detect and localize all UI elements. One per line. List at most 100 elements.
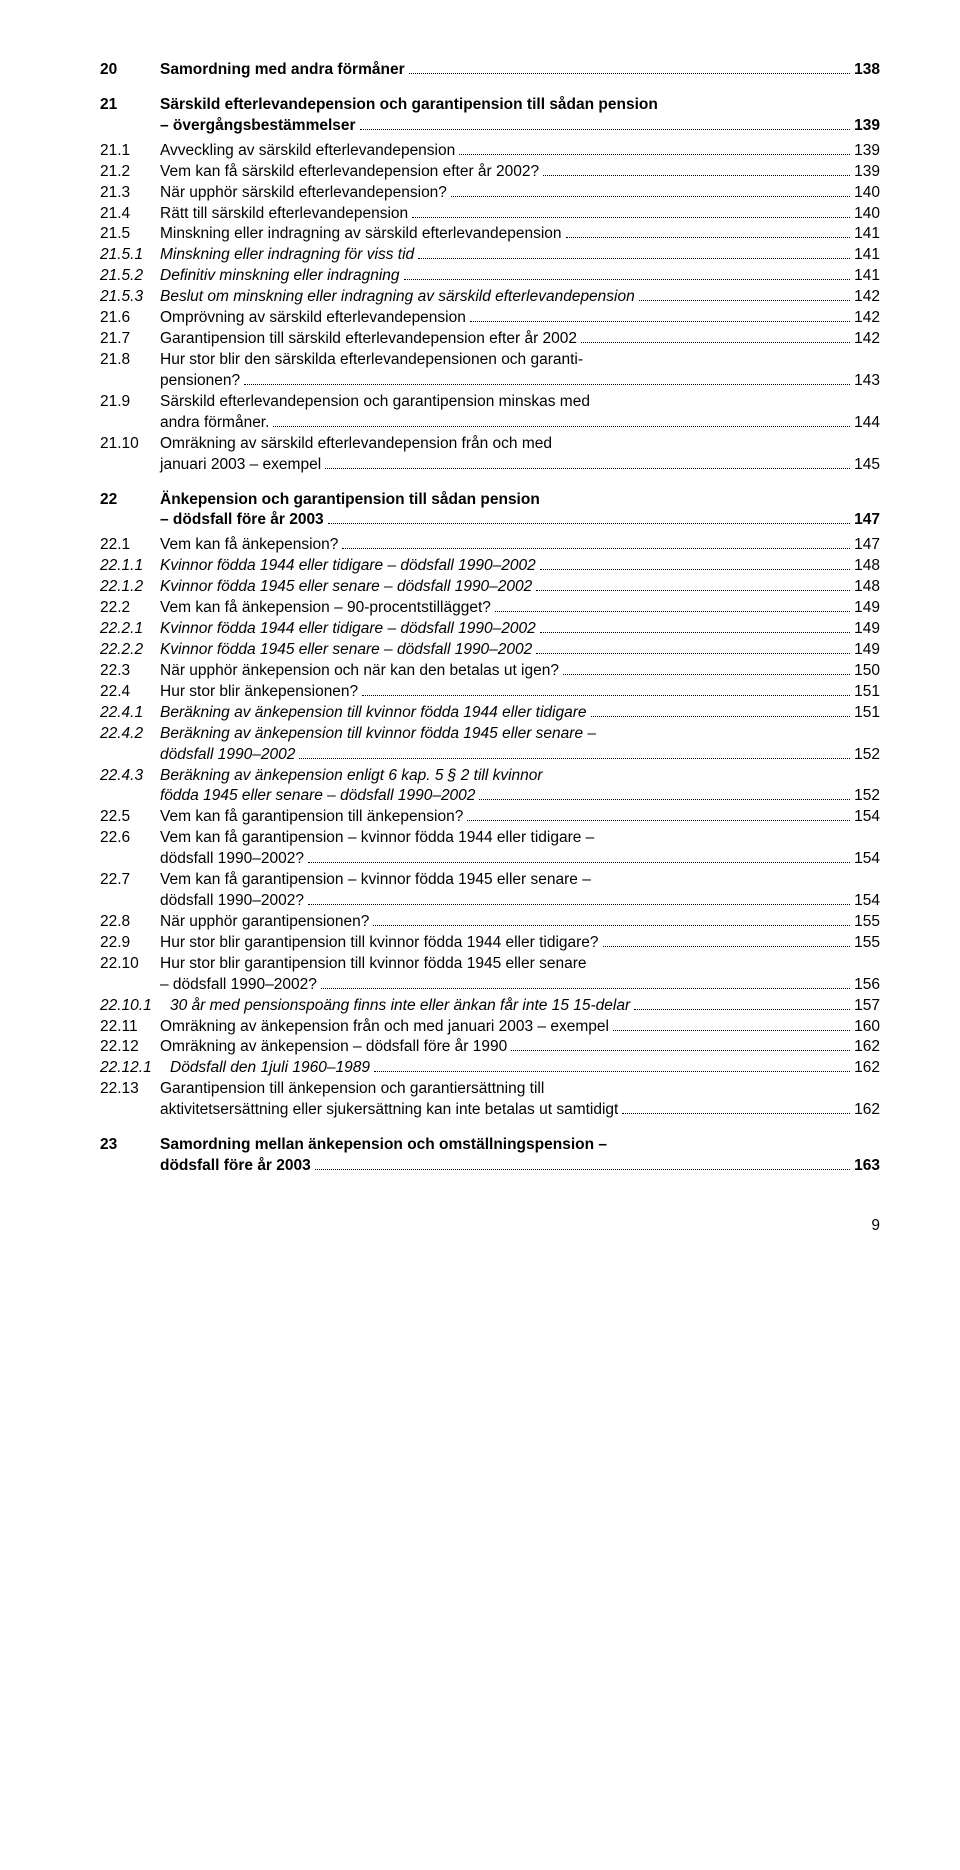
toc-entry-page: 148: [854, 577, 880, 598]
toc-entry: 22Änkepension och garantipension till så…: [100, 490, 880, 511]
toc-entry-number: 20: [100, 60, 160, 81]
toc-entry: 22.3När upphör änkepension och när kan d…: [100, 661, 880, 682]
toc-leader-dots: [374, 1071, 850, 1072]
toc-entry-label: Beslut om minskning eller indragning av …: [160, 287, 635, 308]
toc-leader-dots: [566, 237, 851, 238]
toc-entry-label: Särskild efterlevandepension och garanti…: [160, 392, 590, 413]
toc-entry-number: 22.2.1: [100, 619, 160, 640]
toc-entry: 22.1Vem kan få änkepension?147: [100, 535, 880, 556]
toc-entry-label: Hur stor blir änkepensionen?: [160, 682, 358, 703]
toc-leader-dots: [273, 426, 850, 427]
toc-entry-number: 21.5.2: [100, 266, 160, 287]
toc-entry-label: Minskning eller indragning för viss tid: [160, 245, 414, 266]
toc-entry: 21.6Omprövning av särskild efterlevandep…: [100, 308, 880, 329]
toc-entry-page: 149: [854, 640, 880, 661]
toc-entry-number: 22.11: [100, 1017, 160, 1038]
toc-entry-number: 22.4.3: [100, 766, 160, 787]
toc-page: 20Samordning med andra förmåner13821Särs…: [0, 0, 960, 1275]
toc-entry: 21.4Rätt till särskild efterlevandepensi…: [100, 204, 880, 225]
toc-entry-number: 21: [100, 95, 160, 116]
toc-entry-page: 147: [854, 510, 880, 531]
toc-leader-dots: [540, 632, 850, 633]
toc-leader-dots: [308, 904, 850, 905]
toc-entry-page: 154: [854, 807, 880, 828]
toc-entry-page: 139: [854, 141, 880, 162]
toc-entry: 22.7Vem kan få garantipension – kvinnor …: [100, 870, 880, 891]
toc-leader-dots: [360, 129, 851, 130]
toc-entry-page: 139: [854, 116, 880, 137]
toc-entry-label: Kvinnor födda 1945 eller senare – dödsfa…: [160, 640, 532, 661]
toc-entry-label: Beräkning av änkepension till kvinnor fö…: [160, 724, 596, 745]
toc-entry-page: 141: [854, 245, 880, 266]
toc-leader-dots: [299, 758, 850, 759]
toc-entry-number: 22.4.1: [100, 703, 160, 724]
page-number: 9: [100, 1217, 880, 1235]
toc-leader-dots: [639, 300, 850, 301]
toc-entry-label: Kvinnor födda 1945 eller senare – dödsfa…: [160, 577, 532, 598]
toc-entry-page: 148: [854, 556, 880, 577]
toc-entry-label: Garantipension till änkepension och gara…: [160, 1079, 544, 1100]
toc-entry: 22.4.3Beräkning av änkepension enligt 6 …: [100, 766, 880, 787]
toc-entry-label: pensionen?: [160, 371, 240, 392]
toc-entry-label: Omräkning av änkepension – dödsfall före…: [160, 1037, 507, 1058]
toc-entry-number: 21.9: [100, 392, 160, 413]
toc-entry-number: 22.13: [100, 1079, 160, 1100]
toc-entry: aktivitetsersättning eller sjukersättnin…: [100, 1100, 880, 1121]
toc-entry-label: – dödsfall 1990–2002?: [160, 975, 317, 996]
toc-entry-number: 21.5.3: [100, 287, 160, 308]
toc-entry-label: Omräkning av särskild efterlevandepensio…: [160, 434, 552, 455]
spacing: [100, 81, 880, 95]
toc-leader-dots: [591, 716, 851, 717]
toc-entry: 22.2Vem kan få änkepension – 90-procents…: [100, 598, 880, 619]
toc-entry-number: 22.12: [100, 1037, 160, 1058]
toc-entry: andra förmåner.144: [100, 413, 880, 434]
toc-entry-label: Omräkning av änkepension från och med ja…: [160, 1017, 609, 1038]
toc-entry: 22.5Vem kan få garantipension till änkep…: [100, 807, 880, 828]
toc-leader-dots: [511, 1050, 850, 1051]
toc-leader-dots: [467, 820, 850, 821]
toc-entry-label: Vem kan få garantipension – kvinnor född…: [160, 828, 594, 849]
toc-entry-label: födda 1945 eller senare – dödsfall 1990–…: [160, 786, 475, 807]
toc-leader-dots: [315, 1169, 850, 1170]
toc-entry-label: Vem kan få garantipension till änkepensi…: [160, 807, 463, 828]
toc-entry: 22.1.1Kvinnor födda 1944 eller tidigare …: [100, 556, 880, 577]
toc-entry-number: 21.6: [100, 308, 160, 329]
toc-leader-dots: [603, 946, 851, 947]
toc-entry-page: 143: [854, 371, 880, 392]
toc-entry-label: Rätt till särskild efterlevandepension: [160, 204, 408, 225]
toc-entry-number: 22.3: [100, 661, 160, 682]
toc-entry-page: 154: [854, 849, 880, 870]
toc-entry: 22.6Vem kan få garantipension – kvinnor …: [100, 828, 880, 849]
toc-entry-number: 22: [100, 490, 160, 511]
toc-leader-dots: [581, 342, 850, 343]
toc-entry: pensionen? 143: [100, 371, 880, 392]
toc-entry-number: 21.10: [100, 434, 160, 455]
toc-entry-label: Änkepension och garantipension till såda…: [160, 490, 540, 511]
toc-entry-number: 21.5: [100, 224, 160, 245]
toc-entry-number: 21.1: [100, 141, 160, 162]
toc-leader-dots: [451, 196, 850, 197]
toc-entry-page: 147: [854, 535, 880, 556]
toc-entry-number: 22.2: [100, 598, 160, 619]
toc-entry: dödsfall 1990–2002152: [100, 745, 880, 766]
toc-leader-dots: [470, 321, 850, 322]
toc-leader-dots: [321, 988, 850, 989]
toc-entry-label: När upphör särskild efterlevandepension?: [160, 183, 447, 204]
toc-entry-page: 162: [854, 1037, 880, 1058]
toc-leader-dots: [325, 468, 850, 469]
toc-entry-label: Garantipension till särskild efterlevand…: [160, 329, 577, 350]
toc-entry: 21.5.2Definitiv minskning eller indragni…: [100, 266, 880, 287]
toc-entry: 22.12.1Dödsfall den 1juli 1960–1989162: [100, 1058, 880, 1079]
toc-leader-dots: [495, 611, 850, 612]
toc-entry-page: 162: [854, 1100, 880, 1121]
toc-entry: 21.5Minskning eller indragning av särski…: [100, 224, 880, 245]
toc-entry: dödsfall 1990–2002?154: [100, 891, 880, 912]
toc-entry-page: 142: [854, 287, 880, 308]
toc-entry-number: 22.4: [100, 682, 160, 703]
toc-entry-page: 155: [854, 912, 880, 933]
toc-entry-page: 156: [854, 975, 880, 996]
toc-entry-page: 150: [854, 661, 880, 682]
toc-leader-dots: [373, 925, 850, 926]
toc-entry-number: 22.2.2: [100, 640, 160, 661]
toc-entry: 21.1Avveckling av särskild efterlevandep…: [100, 141, 880, 162]
